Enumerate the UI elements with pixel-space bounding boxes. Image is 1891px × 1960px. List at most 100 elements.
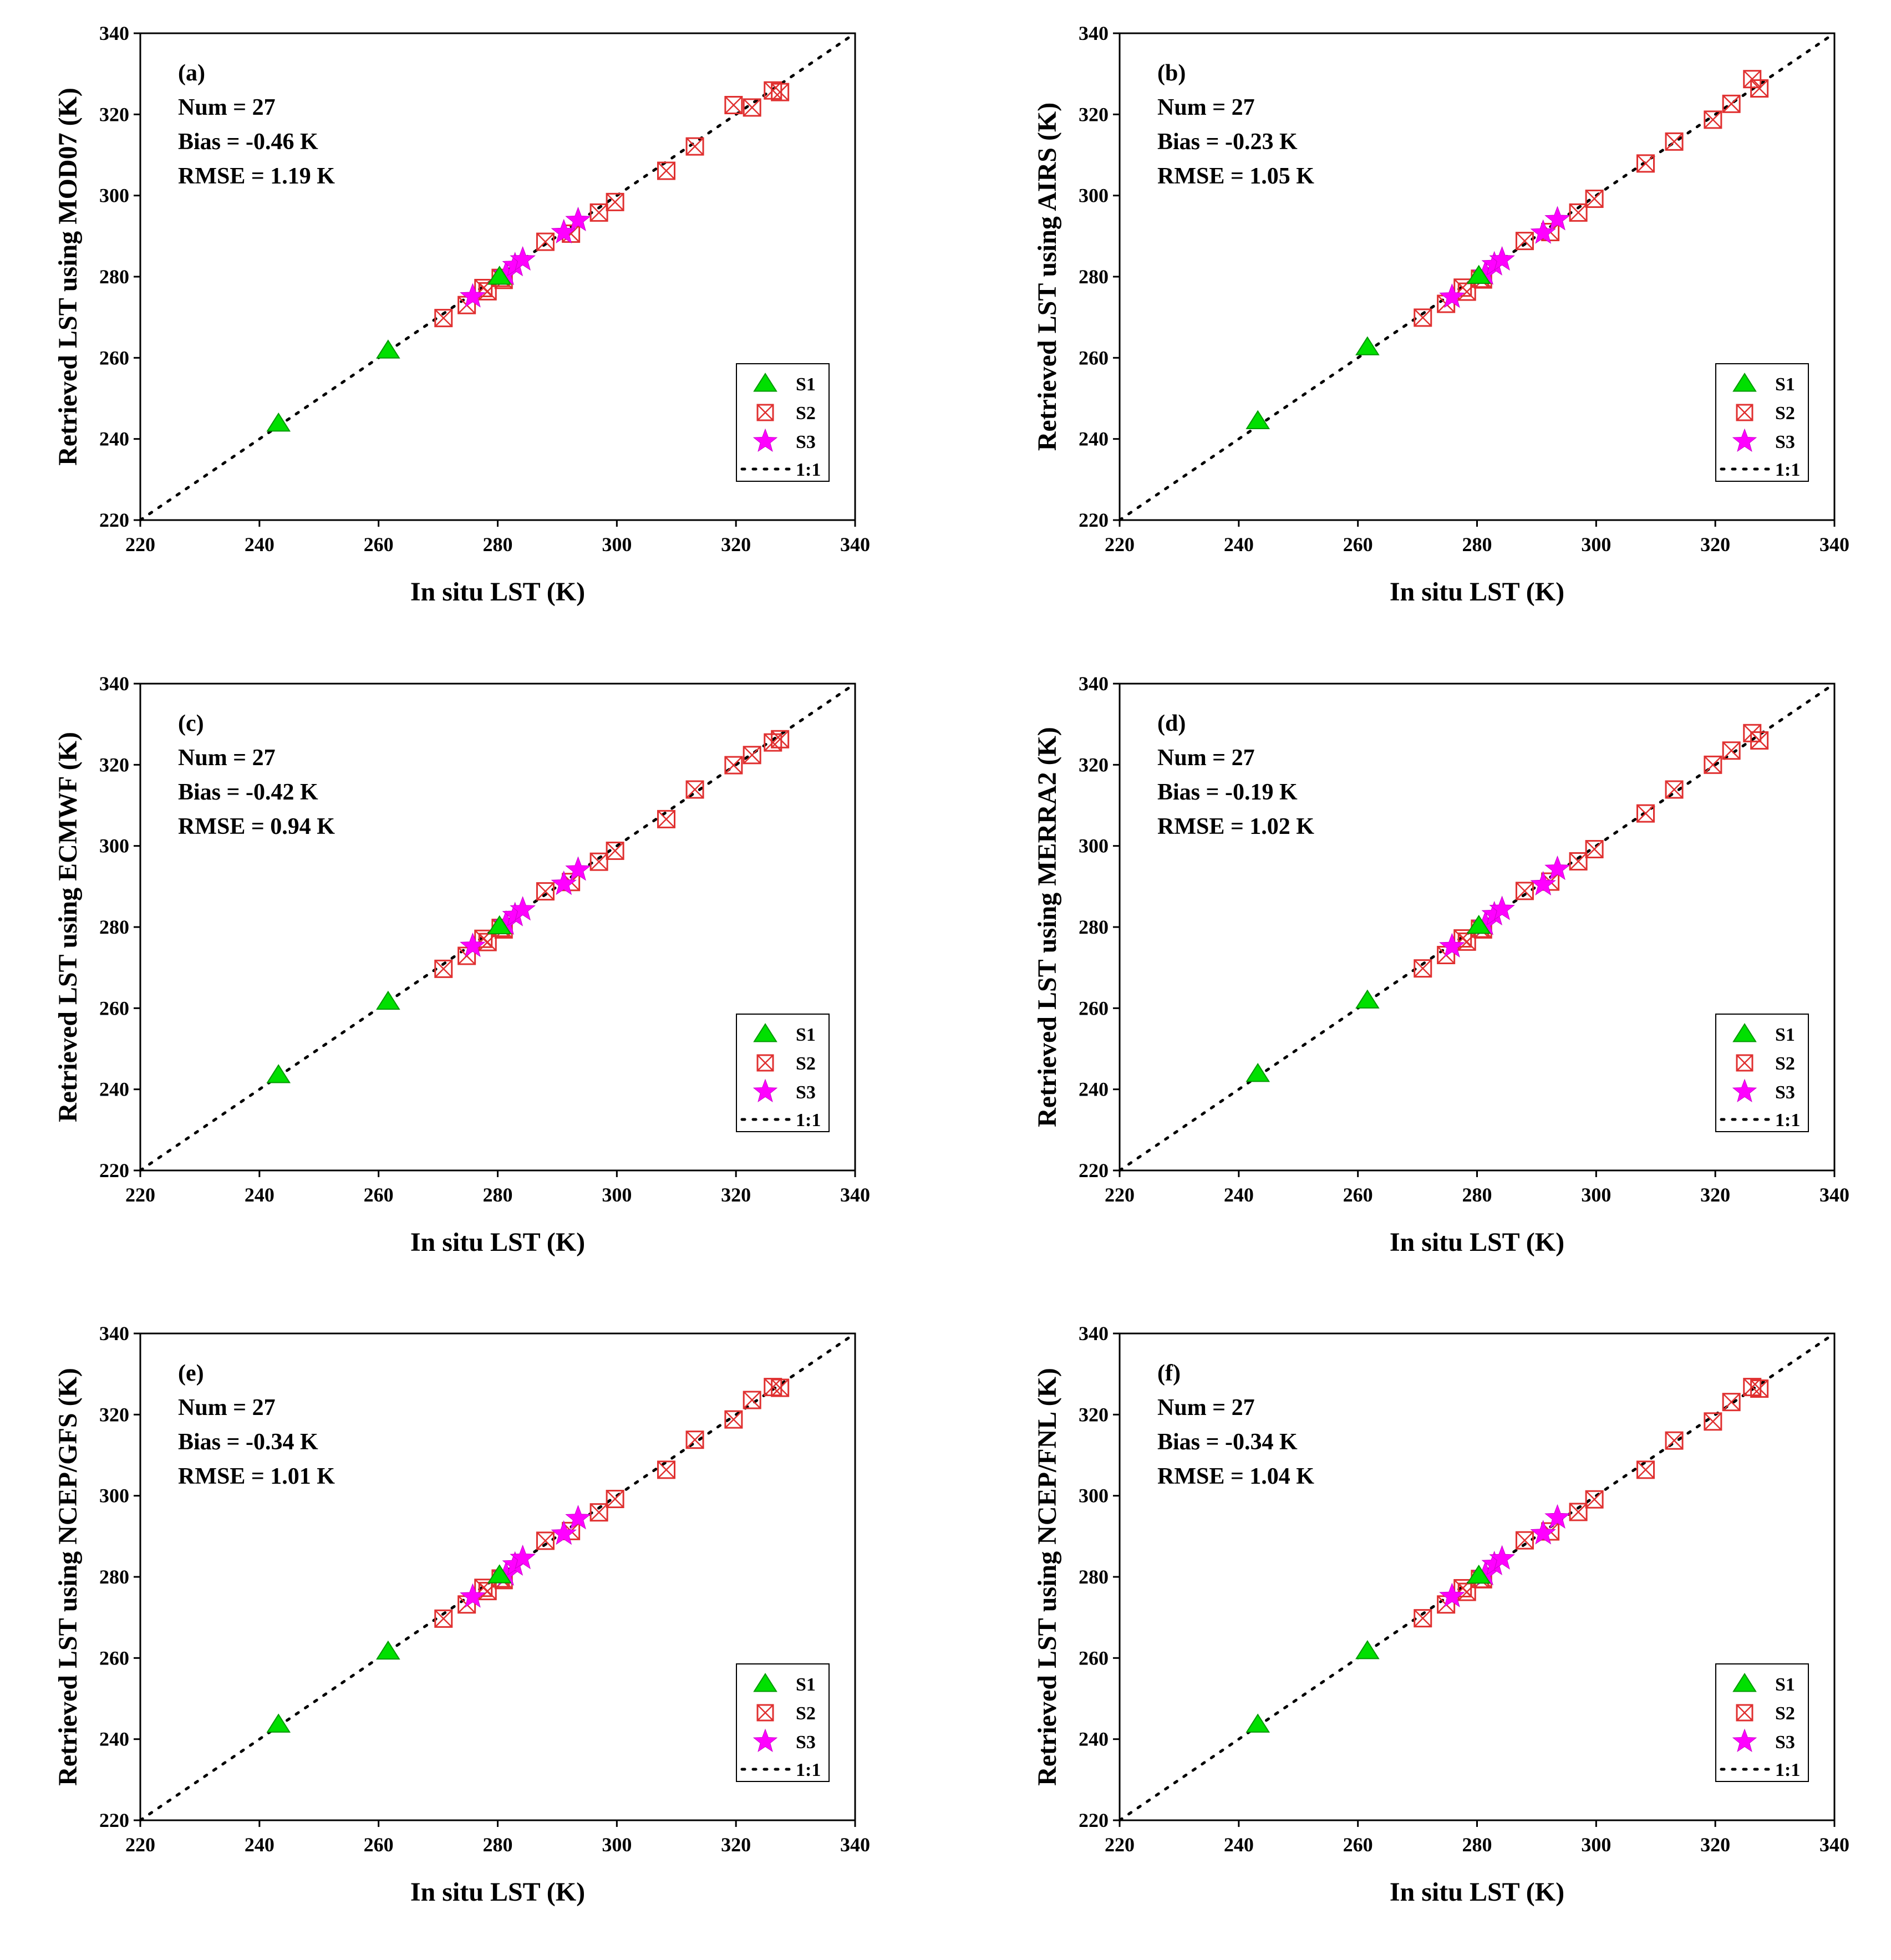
data-point-s2-box (1665, 1431, 1684, 1450)
x-tick-label: 220 (1105, 533, 1135, 556)
panel-label: (d) (1157, 711, 1186, 736)
legend-marker-s2 (1736, 404, 1753, 421)
data-point-s2-box (1414, 1609, 1432, 1628)
data-point-s2-cross (536, 882, 555, 900)
legend-marker-s1 (753, 1673, 777, 1692)
x-tick-label: 320 (1700, 1184, 1730, 1206)
legend-label-s2: S2 (796, 1703, 816, 1724)
data-point-s2-box (657, 161, 675, 180)
data-point-s2-cross (1569, 203, 1587, 222)
y-tick-label: 340 (1079, 1322, 1109, 1345)
legend-label-s3: S3 (796, 432, 816, 452)
chart-panel: 220 240 260 280 300 320 340 220 240 260 280 300 320 3… (53, 673, 870, 1257)
data-point-s2-cross (606, 842, 624, 860)
data-point-s2 (1665, 1431, 1684, 1450)
data-point-s2 (606, 192, 624, 211)
data-point-s2 (1569, 203, 1588, 222)
data-point-s1 (1355, 989, 1380, 1009)
legend-marker-s2-cross (1736, 404, 1753, 421)
data-point-s3 (565, 206, 591, 232)
data-point-s1 (1466, 914, 1491, 934)
stat-bias: Bias = -0.23 K (1157, 129, 1298, 155)
legend-label-s3: S3 (796, 1082, 816, 1103)
y-axis-title: Retrieved LST using AIRS (K) (1033, 103, 1062, 451)
data-point-s2-box (743, 746, 761, 765)
data-point-s2-cross (590, 853, 608, 871)
legend-marker-s2 (1736, 1054, 1753, 1072)
x-tick-label: 340 (840, 1834, 870, 1856)
y-axis-title: Retrieved LST using ECMWF (K) (53, 732, 83, 1122)
y-tick-label: 320 (99, 754, 129, 776)
data-point-s3 (551, 218, 577, 244)
legend-marker-s2 (1736, 1704, 1753, 1722)
data-point-s3 (1544, 855, 1570, 880)
y-tick-label: 240 (1079, 1078, 1109, 1101)
x-tick-label: 300 (1581, 533, 1611, 556)
data-point-s2-cross (1585, 190, 1603, 208)
x-tick-label: 280 (483, 1834, 513, 1856)
data-point-s1 (1246, 1062, 1270, 1082)
legend-marker-s2 (756, 404, 774, 421)
stat-rmse: RMSE = 1.19 K (178, 164, 335, 189)
x-tick-label: 220 (125, 1184, 155, 1206)
data-point-s2-box (1636, 1460, 1655, 1479)
data-point-s2-cross (536, 233, 555, 251)
data-point-s2-box (1722, 741, 1741, 760)
data-point-s2 (1636, 804, 1655, 823)
legend-marker-s2-box (1736, 1054, 1753, 1072)
stat-rmse: RMSE = 1.04 K (1157, 1464, 1314, 1489)
data-point-s2 (1569, 1503, 1588, 1521)
legend: S1 S2 S3 1:1 (1715, 363, 1809, 482)
data-point-s2 (589, 203, 608, 222)
data-point-s2-cross (724, 1411, 743, 1428)
data-point-s3 (510, 1544, 536, 1570)
x-axis-title: In situ LST (K) (1390, 1228, 1564, 1257)
data-point-s2-cross (1704, 110, 1722, 129)
data-point-s2-cross (434, 309, 453, 327)
data-point-s2 (1585, 1490, 1604, 1509)
data-point-s2 (1414, 959, 1432, 978)
data-point-s2 (657, 161, 675, 180)
x-axis-title: In situ LST (K) (1390, 1877, 1564, 1907)
data-point-s2-box (685, 780, 704, 799)
stat-bias: Bias = -0.19 K (1157, 780, 1298, 805)
x-tick-label: 240 (245, 533, 274, 556)
data-point-s2-box (1665, 132, 1684, 151)
data-point-s2 (743, 98, 761, 117)
data-point-s2-box (1704, 110, 1722, 129)
y-tick-label: 300 (99, 1485, 129, 1507)
data-point-s2 (1515, 882, 1534, 900)
data-point-s2-box (743, 1391, 761, 1409)
data-point-s2 (1722, 94, 1741, 113)
data-point-s2-box (1585, 840, 1604, 859)
data-point-s2-box (685, 137, 704, 156)
data-point-s2-box (1414, 308, 1432, 327)
legend-label-line: 1:1 (1775, 1760, 1800, 1780)
legend-label-s3: S3 (1775, 1732, 1795, 1753)
y-tick-label: 220 (99, 509, 129, 531)
x-tick-label: 300 (602, 1834, 632, 1856)
data-point-s2 (589, 1503, 608, 1522)
data-point-s2-box (606, 192, 624, 211)
data-point-s2-cross (1665, 1432, 1683, 1450)
stat-num: Num = 27 (178, 1395, 276, 1421)
y-tick-label: 220 (1079, 1809, 1109, 1831)
data-point-s2-box (1636, 154, 1655, 173)
data-point-s3 (1489, 1545, 1515, 1570)
y-tick-label: 240 (99, 1728, 129, 1750)
data-point-s2-box (1750, 79, 1769, 98)
data-point-s2-cross (536, 1531, 555, 1550)
x-tick-label: 260 (1343, 533, 1373, 556)
data-point-s2-cross (657, 810, 675, 828)
data-point-s2-box (1665, 780, 1684, 799)
data-point-s2-box (434, 1609, 453, 1628)
data-point-s2 (606, 1490, 624, 1509)
y-tick-label: 300 (99, 835, 129, 857)
data-point-s2-cross (686, 781, 704, 798)
y-tick-label: 260 (99, 1647, 129, 1669)
x-tick-label: 260 (364, 1834, 394, 1856)
stat-bias: Bias = -0.34 K (1157, 1429, 1298, 1455)
x-tick-label: 320 (721, 1184, 751, 1206)
y-tick-label: 280 (1079, 1566, 1109, 1588)
data-point-s2-cross (1516, 232, 1534, 250)
